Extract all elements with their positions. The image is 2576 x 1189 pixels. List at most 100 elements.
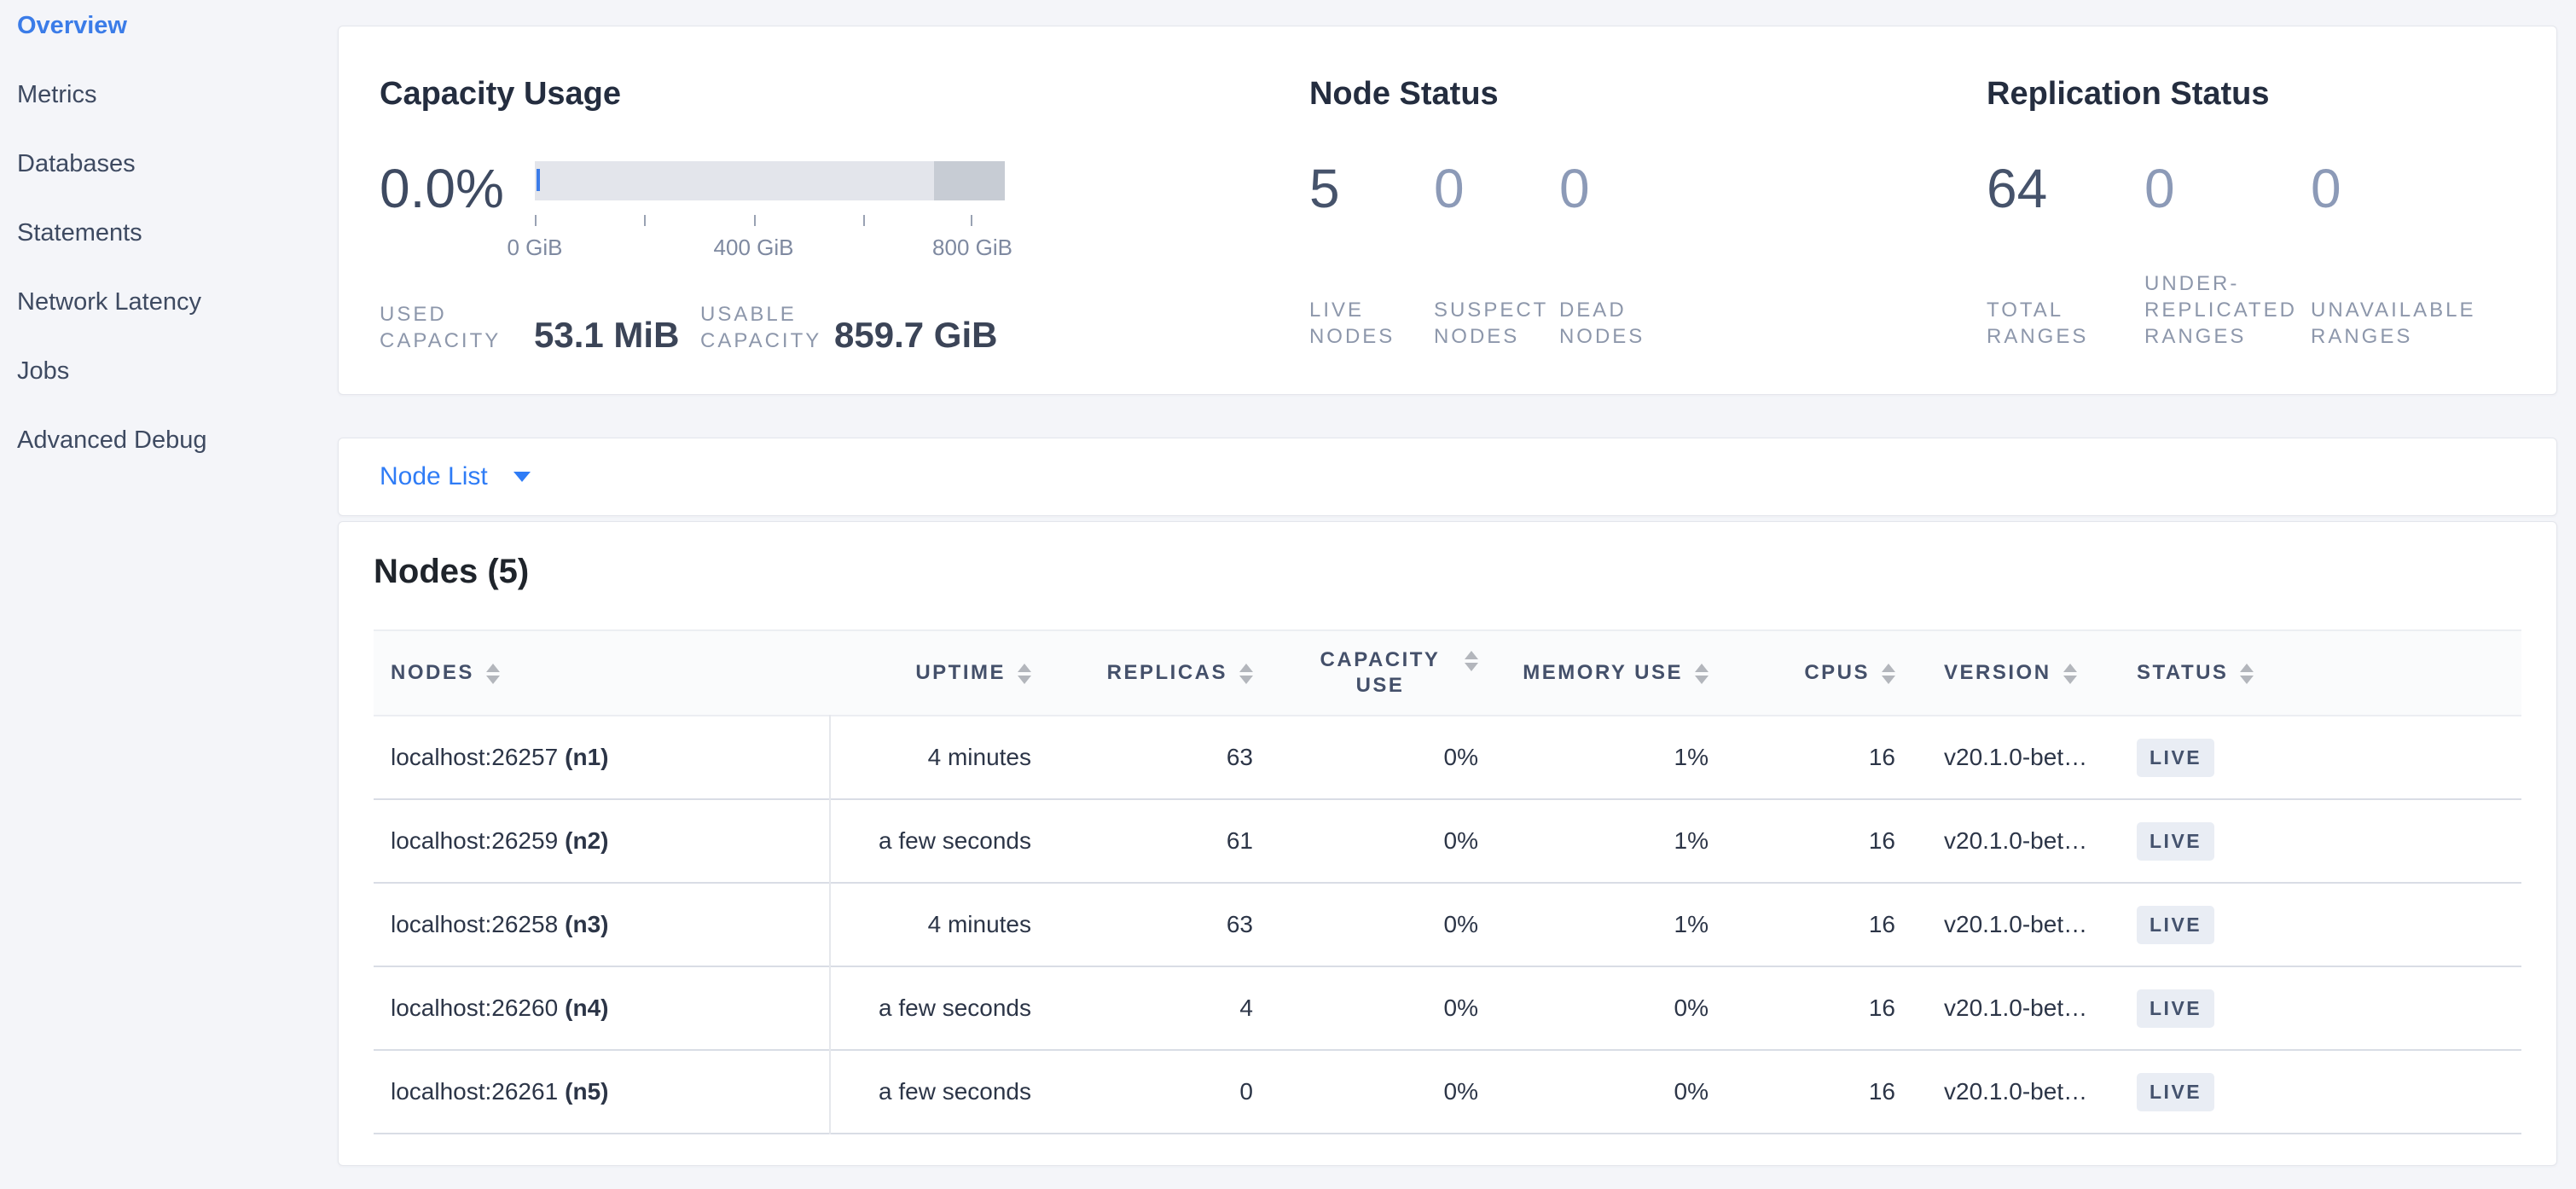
capacity-axis-labels: 0 GiB 400 GiB 800 GiB [507, 235, 1012, 262]
status-cell: LIVE [2125, 883, 2521, 966]
sidebar-item-advanced-debug[interactable]: Advanced Debug [17, 426, 207, 454]
node-address-cell[interactable]: localhost:26257 (n1) [374, 716, 831, 799]
table-row[interactable]: localhost:26257 (n1) 4 minutes 63 0% 1% 1… [374, 716, 2521, 799]
stat-label: SUSPECT NODES [1433, 299, 1549, 348]
status-cell: LIVE [2125, 799, 2521, 883]
status-cell: LIVE [2125, 966, 2521, 1050]
column-header-cpus[interactable]: CPUS [1730, 630, 1917, 716]
capacity-dark-segment [934, 161, 1005, 200]
memory-use-cell: 1% [1674, 744, 1709, 770]
capacity-bar [535, 161, 1005, 200]
sort-icon [485, 664, 500, 684]
sort-icon [2240, 664, 2254, 684]
node-status-title: Node Status [1308, 76, 1499, 112]
cluster-summary-card: Capacity Usage 0.0% [338, 26, 2557, 395]
nodes-table-title: Nodes (5) [374, 553, 530, 590]
sort-icon [1018, 664, 1031, 684]
usable-capacity-value: 859.7 GiB [834, 315, 998, 355]
axis-label: 800 GiB [932, 235, 1012, 260]
column-header-nodes[interactable]: NODES [374, 630, 830, 716]
live-badge: LIVE [2137, 738, 2215, 777]
cpus-cell: 16 [1868, 995, 1895, 1021]
sort-icon [1465, 651, 1478, 671]
uptime-cell: a few seconds [879, 995, 1031, 1021]
sidebar-item-overview[interactable]: Overview [17, 12, 127, 39]
replicas-cell: 61 [1226, 827, 1253, 854]
capacity-use-cell: 0% [1443, 1078, 1478, 1105]
live-badge: LIVE [2137, 1072, 2215, 1111]
version-cell: v20.1.0-bet… [1944, 911, 2088, 937]
table-header-row: NODES UPTIME REPLICAS CAPACITY USE MEMOR [374, 630, 2521, 716]
axis-tick [862, 215, 865, 226]
status-cell: LIVE [2125, 1050, 2521, 1134]
column-header-replicas[interactable]: REPLICAS [1053, 630, 1274, 716]
stat-value: 5 [1308, 158, 1340, 219]
table-row[interactable]: localhost:26260 (n4) a few seconds 4 0% 0… [374, 966, 2521, 1050]
stat-value: 64 [1987, 158, 2048, 219]
sidebar-item-statements[interactable]: Statements [17, 219, 142, 246]
sort-icon [1239, 664, 1253, 684]
column-header-capacity-use[interactable]: CAPACITY USE [1274, 630, 1500, 716]
status-cell: LIVE [2125, 716, 2521, 799]
unavailable-ranges-stat: 0 UNAVAILABLE RANGES [2311, 161, 2515, 350]
table-row[interactable]: localhost:26258 (n3) 4 minutes 63 0% 1% 1… [374, 883, 2521, 966]
live-badge: LIVE [2137, 989, 2215, 1028]
sidebar-item-jobs[interactable]: Jobs [17, 357, 70, 385]
cpus-cell: 16 [1868, 827, 1895, 854]
axis-label: 0 GiB [507, 235, 563, 260]
capacity-use-cell: 0% [1443, 995, 1478, 1021]
replicas-cell: 0 [1239, 1078, 1253, 1105]
stat-label: TOTAL RANGES [1987, 299, 2089, 348]
stat-label: UNAVAILABLE RANGES [2311, 299, 2476, 348]
sidebar-item-databases[interactable]: Databases [17, 150, 136, 177]
capacity-usage-section: Capacity Usage 0.0% [380, 74, 1309, 394]
uptime-cell: 4 minutes [927, 911, 1031, 937]
dead-nodes-stat: 0 DEAD NODES [1559, 161, 1696, 350]
column-header-memory-use[interactable]: MEMORY USE [1500, 630, 1730, 716]
node-address-cell[interactable]: localhost:26260 (n4) [374, 966, 831, 1050]
stat-label: DEAD NODES [1558, 299, 1645, 348]
node-address-cell[interactable]: localhost:26258 (n3) [374, 883, 831, 966]
node-address-cell[interactable]: localhost:26259 (n2) [374, 799, 831, 883]
stat-value: 0 [2144, 158, 2175, 219]
replicas-cell: 4 [1239, 995, 1253, 1021]
uptime-cell: a few seconds [879, 827, 1031, 854]
table-row[interactable]: localhost:26261 (n5) a few seconds 0 0% 0… [374, 1050, 2521, 1134]
replicas-cell: 63 [1226, 744, 1253, 770]
stat-value: 0 [1558, 158, 1590, 219]
version-cell: v20.1.0-bet… [1944, 744, 2088, 770]
node-status-section: Node Status 5 LIVE NODES 0 SUSPECT NODE [1309, 74, 1987, 394]
replication-status-section: Replication Status 64 TOTAL RANGES 0 UND… [1987, 74, 2515, 394]
sidebar-nav: Overview Metrics Databases Statements Ne… [0, 0, 338, 1189]
used-capacity-label: USED CAPACITY [380, 303, 502, 352]
stat-label: LIVE NODES [1308, 299, 1395, 348]
sidebar-item-network-latency[interactable]: Network Latency [17, 288, 201, 316]
column-header-status[interactable]: STATUS [2125, 630, 2521, 716]
column-header-uptime[interactable]: UPTIME [830, 630, 1053, 716]
capacity-axis-ticks [535, 215, 972, 226]
axis-tick [753, 215, 756, 226]
replicas-cell: 63 [1226, 911, 1253, 937]
cpus-cell: 16 [1868, 1078, 1895, 1105]
stat-label: UNDER- REPLICATED RANGES [2144, 272, 2297, 348]
used-capacity-value: 53.1 MiB [534, 315, 680, 355]
version-cell: v20.1.0-bet… [1944, 827, 2088, 854]
axis-label: 400 GiB [713, 235, 794, 260]
column-header-version[interactable]: VERSION [1917, 630, 2125, 716]
cpus-cell: 16 [1868, 911, 1895, 937]
nodes-table-card: Nodes (5) NODES UPTIME RE [338, 521, 2557, 1166]
capacity-use-cell: 0% [1443, 827, 1478, 854]
capacity-use-cell: 0% [1443, 744, 1478, 770]
sidebar-item-metrics[interactable]: Metrics [17, 81, 97, 108]
table-row[interactable]: localhost:26259 (n2) a few seconds 61 0% … [374, 799, 2521, 883]
node-list-dropdown[interactable]: Node List [380, 462, 531, 491]
memory-use-cell: 0% [1674, 995, 1709, 1021]
cpus-cell: 16 [1868, 744, 1895, 770]
axis-tick [644, 215, 647, 226]
node-address-cell[interactable]: localhost:26261 (n5) [374, 1050, 831, 1134]
axis-tick [535, 215, 537, 226]
capacity-bar-chart: 0 GiB 400 GiB 800 GiB [507, 161, 1012, 262]
memory-use-cell: 1% [1674, 827, 1709, 854]
usable-capacity-label: USABLE CAPACITY [700, 303, 822, 352]
capacity-usage-title: Capacity Usage [380, 76, 622, 112]
